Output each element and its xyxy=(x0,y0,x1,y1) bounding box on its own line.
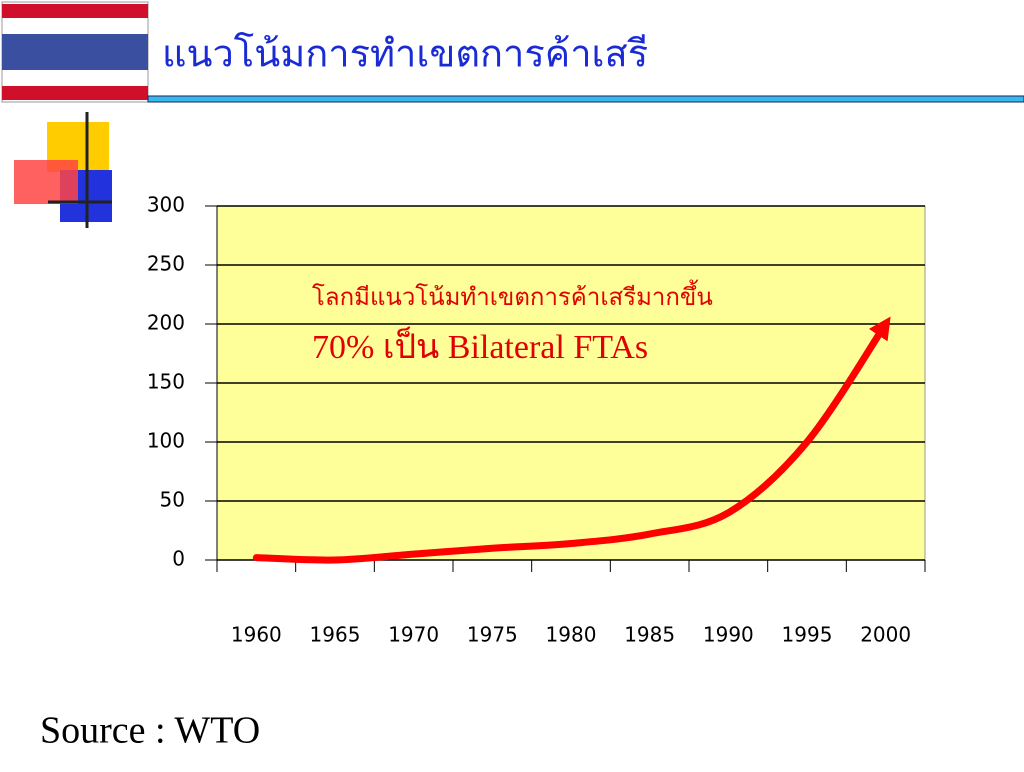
trend-line xyxy=(252,316,891,564)
x-tick-label: 1965 xyxy=(310,623,361,647)
y-tick-label: 100 xyxy=(147,429,185,453)
annotation: 70% เป็น Bilateral FTAs xyxy=(312,326,648,366)
y-tick-label: 200 xyxy=(147,311,185,335)
y-tick-label: 250 xyxy=(147,252,185,276)
title-rule xyxy=(147,95,1024,103)
source: Source : WTO xyxy=(40,710,260,752)
x-tick-label: 1970 xyxy=(388,623,439,647)
slide-title: แนวโน้มการทำเขตการค้าเสรี xyxy=(162,32,648,76)
x-tick-label: 1975 xyxy=(467,623,518,647)
x-tick-label: 2000 xyxy=(860,623,911,647)
decoration xyxy=(14,112,112,228)
y-tick-label: 150 xyxy=(147,370,185,394)
annotation: โลกมีแนวโน้มทำเขตการค้าเสรีมากขึ้น xyxy=(312,279,713,311)
y-tick-label: 0 xyxy=(172,547,185,571)
chart: 0 50 100 150 200 250 300 1960 1965 1970 1975 1980 19… xyxy=(147,193,926,647)
x-tick-label: 1980 xyxy=(546,623,597,647)
x-tick-label: 1985 xyxy=(624,623,675,647)
x-tick-label: 1960 xyxy=(231,623,282,647)
x-tick-label: 1995 xyxy=(782,623,833,647)
y-tick-label: 50 xyxy=(160,488,185,512)
thai-flag xyxy=(1,1,149,103)
x-tick-label: 1990 xyxy=(703,623,754,647)
y-tick-label: 300 xyxy=(147,193,185,217)
